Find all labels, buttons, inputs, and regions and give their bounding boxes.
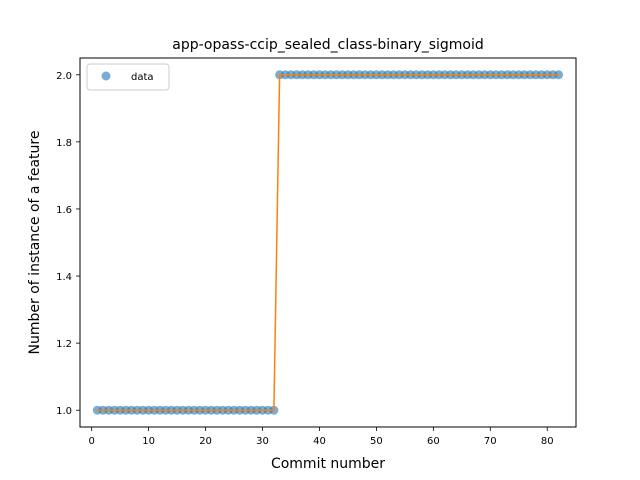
axes-frame	[79, 57, 577, 428]
legend-marker-data	[101, 71, 111, 81]
x-tick-label: 80	[541, 436, 554, 447]
y-tick-label: 1.0	[56, 406, 72, 417]
x-axis-ticks: 0 10 20 30 40 50 60 70 80	[88, 427, 554, 447]
x-tick-label: 10	[142, 436, 155, 447]
x-tick-label: 70	[484, 436, 497, 447]
y-tick-label: 1.4	[56, 272, 72, 283]
x-tick-label: 0	[88, 436, 94, 447]
fit-line	[97, 74, 559, 411]
x-tick-label: 20	[199, 436, 212, 447]
chart-title: app-opass-ccip_sealed_class-binary_sigmo…	[172, 37, 484, 53]
y-tick-label: 1.8	[56, 138, 72, 149]
legend-label-data: data	[131, 72, 154, 83]
y-tick-label: 1.6	[56, 205, 72, 216]
y-tick-label: 1.2	[56, 339, 72, 350]
x-tick-label: 50	[370, 436, 383, 447]
x-axis-label: Commit number	[271, 456, 385, 472]
legend: data	[86, 63, 170, 91]
y-tick-label: 2.0	[56, 71, 72, 82]
x-tick-label: 60	[427, 436, 440, 447]
legend-box	[86, 63, 170, 91]
y-axis-ticks: 1.0 1.2 1.4 1.6 1.8 2.0	[56, 71, 80, 417]
plot-area	[92, 70, 564, 415]
y-axis-label: Number of instance of a feature	[27, 131, 43, 355]
x-tick-label: 40	[313, 436, 326, 447]
x-tick-label: 30	[256, 436, 269, 447]
